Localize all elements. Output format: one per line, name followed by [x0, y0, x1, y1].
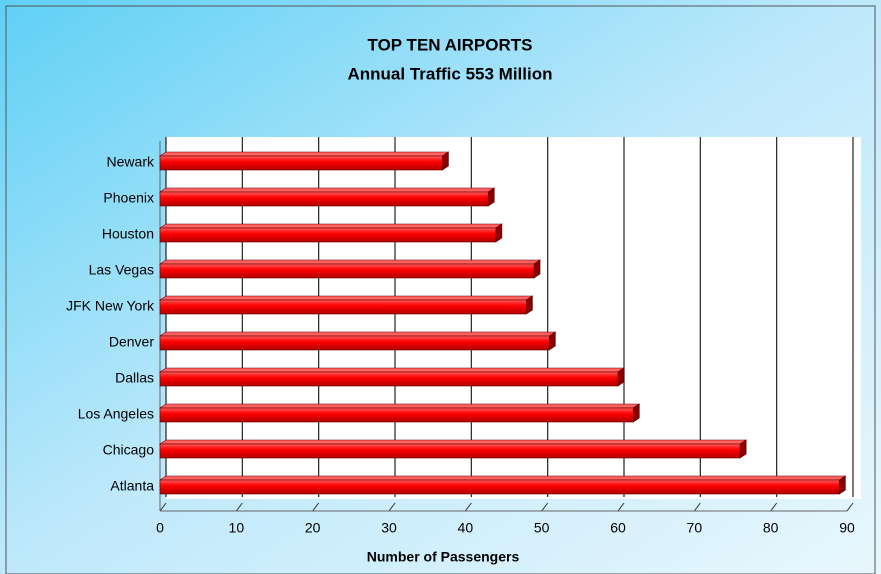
bar-face — [159, 479, 840, 495]
x-tick — [388, 502, 396, 512]
x-tick — [312, 502, 320, 512]
x-tick — [846, 502, 854, 512]
bar-face — [159, 151, 450, 157]
y-tick-label: Atlanta — [110, 478, 154, 494]
y-tick-label: Las Vegas — [89, 262, 154, 278]
bar — [159, 223, 503, 243]
y-tick-label: Phoenix — [103, 190, 154, 206]
x-tick-label: 30 — [381, 520, 397, 536]
bar-face — [159, 439, 748, 445]
x-tick-label: 20 — [305, 520, 321, 536]
x-tick-label: 50 — [534, 520, 550, 536]
bar-face — [159, 187, 496, 193]
y-tick-label: Denver — [109, 334, 154, 350]
x-tick-label: 60 — [610, 520, 626, 536]
bar — [159, 439, 748, 459]
bar-face — [159, 331, 557, 337]
bar-face — [159, 403, 641, 409]
bar-face — [159, 295, 534, 301]
bar-face — [159, 407, 634, 423]
x-tick-label: 90 — [839, 520, 855, 536]
bar-face — [159, 371, 619, 387]
y-tick-label: Houston — [102, 226, 154, 242]
bar — [159, 475, 847, 495]
x-tick-label: 70 — [687, 520, 703, 536]
y-tick-label: Los Angeles — [78, 406, 154, 422]
bar-face — [159, 155, 443, 171]
bar-face — [159, 367, 625, 373]
x-tick — [159, 502, 167, 512]
bar-face — [159, 259, 542, 265]
bar-face — [159, 227, 497, 243]
y-tick-label: JFK New York — [66, 298, 155, 314]
bar — [159, 367, 625, 387]
x-tick — [693, 502, 701, 512]
chart-subtitle: Annual Traffic 553 Million — [348, 64, 553, 83]
y-tick-label: Newark — [107, 154, 155, 170]
chart-title: TOP TEN AIRPORTS — [368, 35, 533, 54]
x-axis-title: Number of Passengers — [367, 549, 520, 565]
bar-face — [159, 475, 847, 481]
bar-face — [159, 263, 535, 279]
x-tick — [235, 502, 243, 512]
bar-face — [159, 299, 527, 315]
x-tick-label: 80 — [763, 520, 779, 536]
bar — [159, 151, 450, 171]
bar-face — [159, 223, 503, 229]
bar-face — [159, 443, 741, 459]
bar — [159, 331, 557, 351]
bar-face — [159, 335, 550, 351]
x-tick — [464, 502, 472, 512]
x-tick-label: 10 — [229, 520, 245, 536]
bar-face — [159, 191, 489, 207]
y-tick-label: Chicago — [103, 442, 155, 458]
bar — [159, 295, 534, 315]
x-tick — [770, 502, 778, 512]
bar — [159, 187, 496, 207]
bar — [159, 259, 542, 279]
x-tick — [541, 502, 549, 512]
x-tick — [617, 502, 625, 512]
x-tick-label: 0 — [156, 520, 164, 536]
bar — [159, 403, 641, 423]
y-tick-label: Dallas — [115, 370, 154, 386]
frame — [5, 5, 876, 574]
x-tick-label: 40 — [458, 520, 474, 536]
